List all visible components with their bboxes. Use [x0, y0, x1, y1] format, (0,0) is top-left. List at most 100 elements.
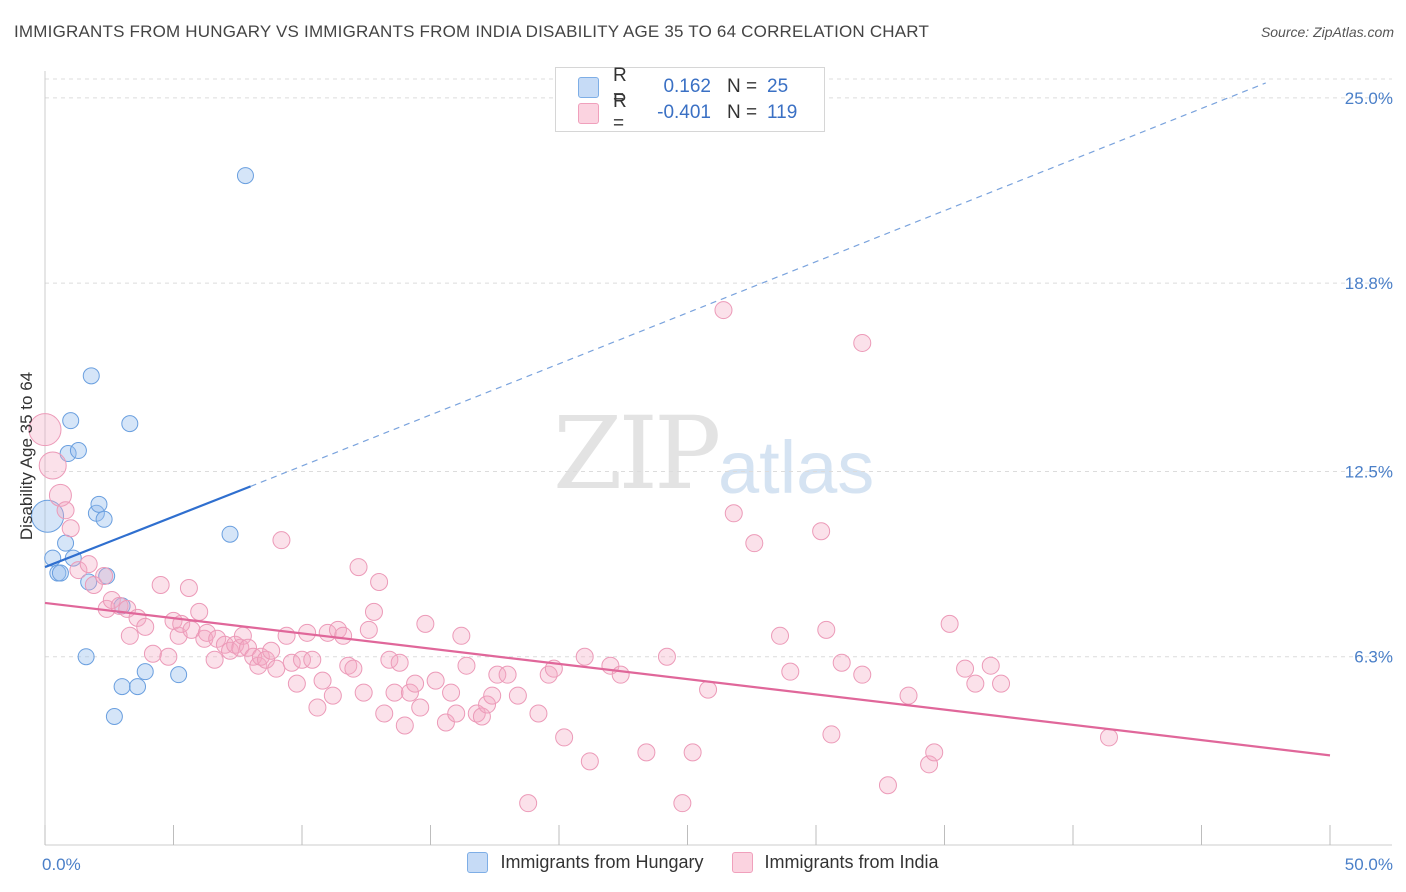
hungary-point	[90, 495, 108, 513]
india-point	[899, 686, 918, 705]
india-point	[771, 626, 790, 645]
india-point	[519, 794, 538, 813]
hungary-point	[62, 412, 80, 430]
legend-swatch-hungary	[578, 76, 599, 98]
india-point	[966, 674, 985, 693]
india-point	[699, 680, 718, 699]
hungary-point	[95, 510, 113, 528]
india-point	[69, 561, 88, 580]
india-point	[120, 626, 139, 645]
india-point	[981, 656, 1000, 675]
india-point	[539, 665, 558, 684]
india-point	[637, 743, 656, 762]
india-point	[956, 659, 975, 678]
legend-n-value: 25	[767, 76, 789, 97]
hungary-trendline	[44, 485, 252, 569]
india-point	[812, 522, 831, 541]
india-point	[61, 519, 80, 538]
grid-lines	[45, 78, 1392, 658]
india-point	[282, 653, 301, 672]
watermark-zip: ZIP	[553, 395, 721, 512]
india-point	[400, 683, 419, 702]
india-point	[878, 776, 897, 795]
india-point	[416, 614, 435, 633]
tick-labels: 6.3% 12.5% 18.8% 25.0% 0.0% 50.0%	[42, 89, 1393, 874]
y-tick-label: 12.5%	[1345, 462, 1393, 481]
series-india	[28, 301, 1118, 813]
legend-swatch-india	[578, 102, 599, 124]
hungary-point	[236, 167, 254, 185]
india-point	[179, 578, 198, 597]
india-point	[359, 620, 378, 639]
india-point	[293, 650, 311, 669]
hungary-point	[82, 367, 100, 385]
india-point	[354, 683, 373, 702]
legend-n-label: N =	[727, 76, 758, 97]
india-point	[221, 641, 240, 660]
hungary-point	[129, 678, 147, 696]
india-point	[822, 725, 841, 744]
hungary-point	[31, 499, 65, 533]
india-point	[555, 728, 574, 747]
india-point	[323, 686, 342, 705]
india-point	[375, 704, 394, 723]
india-point	[262, 641, 281, 660]
hungary-point	[121, 415, 139, 433]
india-point	[349, 558, 368, 577]
hungary-point	[113, 678, 131, 696]
india-point	[817, 620, 836, 639]
india-point	[95, 567, 114, 586]
india-point	[724, 504, 743, 523]
india-point	[457, 656, 476, 675]
india-trendline	[44, 601, 1331, 757]
india-point	[364, 602, 383, 621]
india-point	[159, 647, 178, 666]
india-point	[467, 704, 486, 723]
bottom-legend: Immigrants from Hungary Immigrants from …	[0, 852, 1406, 873]
bottom-legend-hungary: Immigrants from Hungary	[467, 852, 704, 873]
india-point	[239, 638, 258, 657]
india-point	[257, 650, 276, 669]
india-point	[498, 665, 517, 684]
india-point	[197, 623, 216, 642]
chart-title: IMMIGRANTS FROM HUNGARY VS IMMIGRANTS FR…	[14, 22, 930, 41]
y-tick-label: 18.8%	[1345, 274, 1393, 293]
india-point	[483, 686, 502, 705]
india-point	[673, 794, 692, 813]
hungary-point	[57, 534, 75, 552]
bottom-legend-india: Immigrants from India	[731, 852, 939, 873]
hungary-point	[136, 663, 154, 681]
hungary-point	[51, 564, 69, 582]
india-point	[303, 650, 322, 669]
india-point	[205, 650, 224, 669]
india-point	[395, 716, 414, 735]
india-point	[308, 698, 327, 717]
india-point	[683, 743, 702, 762]
y-axis-label: Disability Age 35 to 64	[17, 372, 36, 540]
y-tick-label: 6.3%	[1354, 648, 1393, 667]
india-point	[478, 695, 497, 714]
india-point	[231, 638, 250, 657]
india-point	[251, 647, 270, 666]
india-point	[426, 671, 445, 690]
india-point	[436, 713, 455, 732]
india-point	[38, 451, 67, 480]
india-point	[370, 573, 389, 592]
india-point	[267, 659, 286, 678]
hungary-trendline-extension	[250, 82, 1266, 487]
y-tick-label: 25.0%	[1345, 89, 1393, 108]
india-point	[853, 665, 872, 684]
legend-r-value: 0.162	[663, 76, 711, 97]
source-label: Source: ZipAtlas.com	[1260, 24, 1394, 40]
india-point	[714, 301, 733, 320]
india-point	[472, 707, 491, 726]
trendlines	[44, 82, 1331, 757]
india-point	[452, 626, 471, 645]
india-point	[920, 755, 939, 774]
india-point	[992, 674, 1011, 693]
india-point	[334, 626, 353, 645]
india-point	[313, 671, 332, 690]
india-point	[215, 635, 234, 654]
india-point	[287, 674, 306, 693]
legend-r-label: R =	[613, 65, 627, 108]
